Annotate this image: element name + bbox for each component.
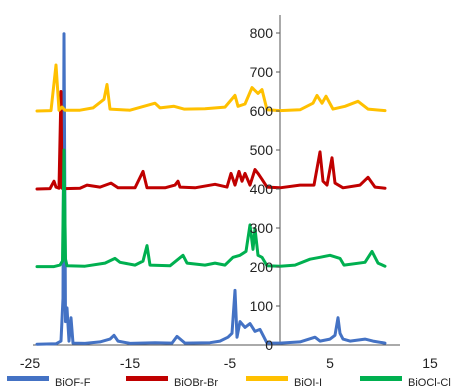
series-line-biobr-br (35, 90, 387, 191)
y-tick-label: 0 (265, 337, 273, 353)
x-tick-label: 5 (326, 355, 334, 371)
x-tick-label: -25 (20, 355, 40, 371)
series-lines (35, 32, 387, 346)
y-tick-label: 600 (250, 103, 274, 119)
legend: BiOF-F BiOBr-Br BiOI-I BiOCl-Cl (7, 376, 451, 387)
x-tick-label: 15 (422, 355, 438, 371)
y-tick-label: 300 (250, 220, 274, 236)
legend-swatch-biof-f (7, 376, 49, 381)
y-tick-label: 800 (250, 25, 274, 41)
y-tick-label: 100 (250, 298, 274, 314)
series-line-biof-f (35, 32, 387, 346)
y-tick-label: 700 (250, 64, 274, 80)
y-tick-label: 200 (250, 259, 274, 275)
series-line-biocl-cl (35, 148, 387, 269)
legend-swatch-biocl-cl (360, 376, 402, 381)
axes (33, 15, 400, 346)
legend-label: BiOCl-Cl (408, 377, 451, 387)
y-tick-label: 400 (250, 181, 274, 197)
series-line-bioi-i (35, 63, 387, 113)
x-tick-label: -15 (120, 355, 140, 371)
y-tick-labels: 0 100 200 300 400 500 600 700 800 (250, 25, 280, 353)
x-tick-label: -5 (224, 355, 237, 371)
legend-label: BiOI-I (294, 377, 322, 387)
legend-label: BiOBr-Br (174, 377, 218, 387)
x-tick-labels: -25 -15 -5 5 15 (20, 355, 438, 371)
legend-label: BiOF-F (55, 377, 91, 387)
legend-swatch-bioi-i (246, 376, 288, 381)
y-tick-label: 500 (250, 142, 274, 158)
legend-swatch-biobr-br (126, 376, 168, 381)
